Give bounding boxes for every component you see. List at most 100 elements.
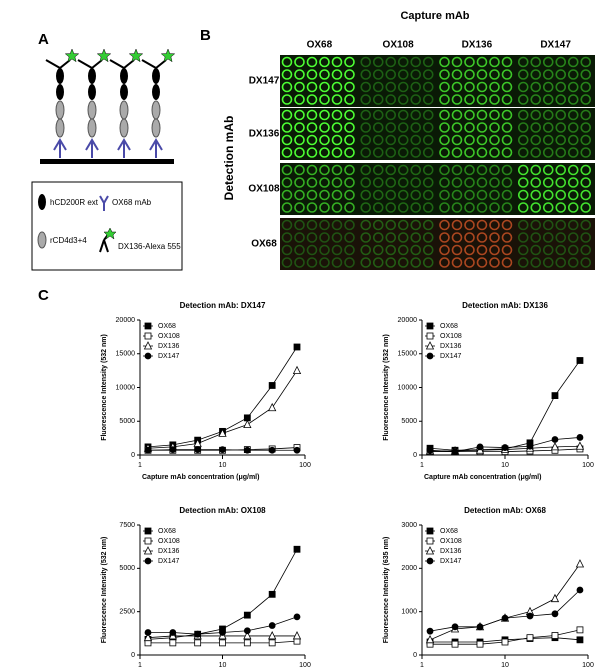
array-spot — [489, 164, 500, 176]
array-spot — [517, 147, 529, 158]
data-point — [293, 343, 301, 351]
array-spot — [294, 164, 305, 176]
array-spot — [439, 177, 450, 188]
array-spot — [567, 164, 579, 176]
array-spot — [555, 177, 567, 188]
array-spot — [451, 109, 463, 121]
array-spot — [451, 56, 463, 68]
array-spot — [385, 219, 397, 231]
array-spot — [567, 202, 579, 213]
array-spot — [567, 122, 579, 133]
data-point — [526, 442, 534, 450]
x-axis-label: Capture mAb concentration (μg/ml) — [424, 474, 541, 481]
array-spot — [281, 147, 293, 158]
domain — [55, 100, 65, 120]
y-tick-label: 0 — [413, 652, 417, 659]
array-row-label: OX108 — [248, 184, 280, 195]
array-spot — [372, 257, 384, 268]
array-spot — [451, 244, 463, 256]
array-spot — [580, 219, 592, 231]
legend-marker — [143, 546, 153, 555]
y-tick-label: 2500 — [119, 609, 135, 616]
data-point — [426, 446, 434, 454]
array-spot — [567, 94, 579, 105]
legend-label: OX68 — [158, 323, 176, 330]
array-spot — [331, 109, 343, 121]
array-spot — [501, 257, 513, 268]
array-spot — [476, 134, 488, 146]
array-spot — [501, 69, 513, 80]
array-spot — [294, 94, 305, 105]
array-spot — [542, 164, 554, 176]
array-spot — [410, 232, 422, 243]
array-spot — [360, 177, 372, 188]
array-spot — [542, 177, 554, 188]
array-spot — [422, 177, 434, 188]
array-spot — [397, 257, 409, 268]
legend-marker — [426, 557, 434, 565]
array-spot — [385, 69, 397, 80]
array-spot — [542, 244, 554, 256]
array-spot — [294, 232, 305, 243]
array-spot — [360, 81, 372, 93]
y-tick-label: 20000 — [398, 317, 418, 324]
array-spot — [385, 164, 397, 176]
domain — [56, 68, 64, 84]
array-spot — [476, 244, 488, 256]
array-spot — [281, 94, 293, 105]
array-spot — [372, 109, 384, 121]
x-tick-label: 100 — [582, 462, 594, 469]
domain — [152, 68, 160, 84]
legend-label: OX68 — [440, 528, 458, 535]
array-spot — [410, 56, 422, 68]
array-spot — [319, 219, 330, 231]
array-spot — [476, 177, 488, 188]
schematic-legend: hCD200R ext OX68 mAb rCD4d3+4 DX136-Alex… — [31, 181, 183, 271]
legend-label: DX136 — [158, 548, 180, 555]
array-spot — [580, 177, 592, 188]
legend-marker — [426, 322, 434, 330]
array-spot — [567, 81, 579, 93]
y-tick-label: 7500 — [119, 522, 135, 529]
data-point — [292, 365, 302, 375]
array-spot — [372, 94, 384, 105]
array-spot — [517, 177, 529, 188]
legend-marker — [426, 332, 434, 340]
array-spot — [542, 202, 554, 213]
array-spot — [344, 164, 355, 176]
chart-title: Detection mAb: OX108 — [179, 506, 266, 515]
array-spot — [464, 147, 475, 158]
array-spot — [542, 219, 554, 231]
array-spot — [555, 94, 567, 105]
antibody — [85, 138, 99, 158]
array-spot — [331, 244, 343, 256]
array-spot — [319, 81, 330, 93]
array-spot — [360, 147, 372, 158]
y-axis-label: Fluorescence Intensity (532 nm) — [383, 334, 390, 441]
array-spot — [294, 56, 305, 68]
array-spot — [517, 257, 529, 268]
data-point — [243, 446, 251, 454]
array-spot — [281, 202, 293, 213]
array-spot — [281, 69, 293, 80]
panel-label: B — [200, 27, 211, 44]
fluor — [96, 48, 112, 63]
array-spot — [451, 219, 463, 231]
x-tick-label: 100 — [299, 462, 311, 469]
array-spot — [372, 122, 384, 133]
array-spot — [439, 164, 450, 176]
array-spot — [385, 134, 397, 146]
array-spot — [451, 94, 463, 105]
array-spot — [397, 177, 409, 188]
array-spot — [397, 122, 409, 133]
legend-marker — [426, 527, 434, 535]
legend-label: OX108 — [440, 538, 462, 545]
array-spot — [517, 189, 529, 201]
array-spot — [580, 164, 592, 176]
array-spot — [530, 177, 542, 188]
legend-marker — [144, 537, 152, 545]
array-spot — [422, 134, 434, 146]
legend-label: OX68 — [440, 323, 458, 330]
data-point — [268, 382, 276, 389]
